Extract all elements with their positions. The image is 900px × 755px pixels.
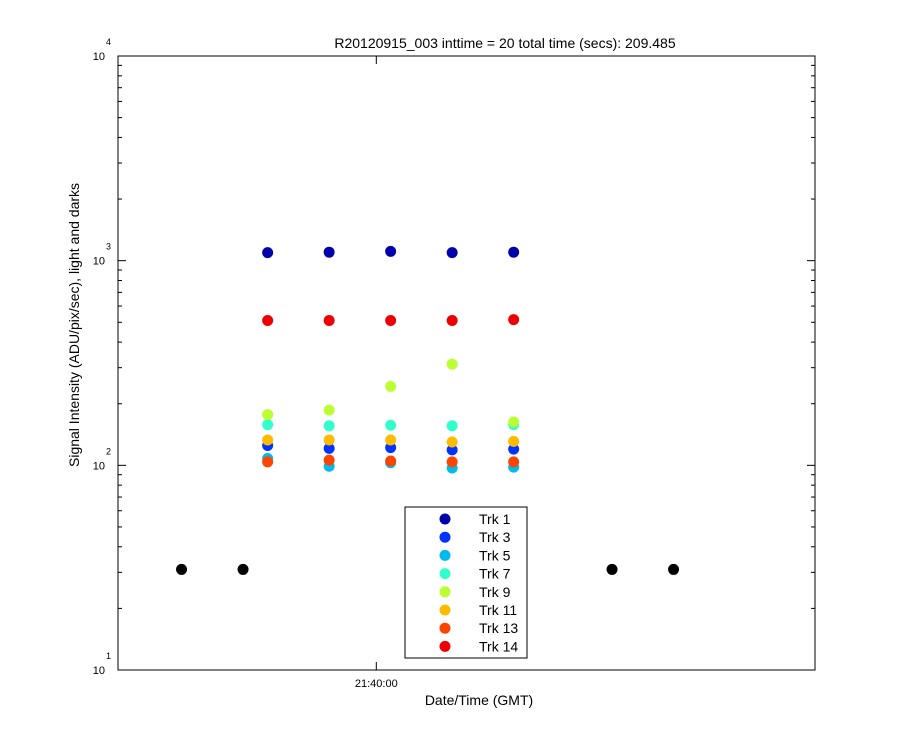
data-point: [323, 315, 335, 327]
plot-frame: [117, 55, 816, 671]
data-point: [446, 444, 458, 456]
legend-label: Trk 11: [479, 602, 517, 618]
data-point: [385, 315, 397, 327]
data-point: [323, 246, 335, 258]
x-axis-label: Date/Time (GMT): [425, 692, 533, 708]
x-tick-label: 21:40:00: [355, 678, 398, 690]
data-point: [323, 442, 335, 454]
data-point: [508, 443, 520, 455]
data-point: [446, 315, 458, 327]
data-point: [262, 315, 274, 327]
chart-title: R20120915_003 inttime = 20 total time (s…: [334, 35, 675, 51]
data-point: [385, 380, 397, 392]
legend-label: Trk 7: [479, 566, 511, 582]
data-point: [262, 434, 274, 446]
y-tick-label: 10: [93, 51, 105, 63]
dark-point: [606, 563, 618, 575]
legend-label: Trk 3: [479, 529, 511, 545]
legend-label: Trk 9: [479, 584, 511, 600]
legend-marker: [439, 568, 451, 580]
data-point: [262, 419, 274, 431]
data-point: [446, 358, 458, 370]
data-point: [508, 314, 520, 326]
legend-marker: [439, 531, 451, 543]
y-tick-exponent: 1: [106, 651, 111, 661]
dark-point: [176, 563, 188, 575]
data-point: [385, 419, 397, 431]
data-point: [446, 436, 458, 448]
legend-marker: [439, 549, 451, 561]
data-point: [323, 404, 335, 416]
data-point: [323, 420, 335, 432]
y-tick-label: 10: [93, 665, 105, 677]
y-tick-exponent: 4: [106, 37, 111, 47]
data-point: [508, 435, 520, 447]
dark-point: [668, 563, 680, 575]
legend-marker: [439, 640, 451, 652]
data-points: [176, 245, 680, 575]
legend-marker: [439, 604, 451, 616]
y-axis-label: Signal Intensity (ADU/pix/sec), light an…: [66, 183, 82, 467]
data-point: [262, 409, 274, 421]
data-point: [446, 247, 458, 259]
data-point: [262, 247, 274, 259]
dark-point: [237, 563, 249, 575]
data-point: [385, 434, 397, 446]
data-point: [385, 442, 397, 454]
legend-label: Trk 13: [479, 620, 518, 636]
legend: Trk 1 Trk 3 Trk 5 Trk 7 Trk 9 Trk 11 Trk 13 Trk…: [404, 506, 528, 659]
data-point: [262, 456, 274, 468]
y-tick-exponent: 3: [106, 242, 111, 252]
data-point: [323, 454, 335, 466]
legend-marker: [439, 622, 451, 634]
legend-label: Trk 14: [479, 638, 518, 654]
y-tick-exponent: 2: [106, 446, 111, 456]
legend-box: [404, 506, 528, 659]
data-point: [323, 434, 335, 446]
legend-marker: [439, 513, 451, 525]
y-tick-label: 10: [93, 460, 105, 472]
data-point: [508, 246, 520, 258]
data-point: [385, 455, 397, 467]
legend-label: Trk 1: [479, 511, 511, 527]
data-point: [385, 245, 397, 257]
data-point: [508, 456, 520, 468]
legend-label: Trk 5: [479, 547, 511, 563]
data-point: [446, 456, 458, 468]
data-point: [446, 420, 458, 432]
data-point: [508, 416, 520, 428]
y-tick-label: 10: [93, 256, 105, 268]
legend-entries: Trk 1 Trk 3 Trk 5 Trk 7 Trk 9 Trk 11 Trk 13 Trk…: [439, 511, 518, 654]
legend-marker: [439, 586, 451, 598]
